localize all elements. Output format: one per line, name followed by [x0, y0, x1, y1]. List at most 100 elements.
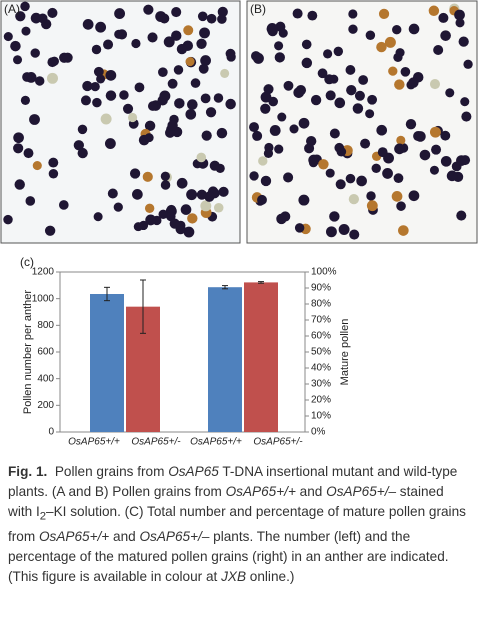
pollen-grain [213, 203, 224, 213]
pollen-grain [46, 72, 58, 84]
pollen-grain [366, 191, 376, 201]
pollen-grain [294, 223, 305, 233]
pollen-grain [167, 120, 178, 131]
pollen-grain [119, 90, 129, 100]
pollen-grain [114, 29, 124, 39]
bar [244, 282, 278, 432]
pollen-grain [358, 75, 369, 85]
pollen-grain [352, 103, 364, 114]
y-tick-label: 400 [37, 373, 54, 384]
pollen-grain [105, 69, 117, 81]
pollen-grain [440, 155, 452, 167]
pollen-grain [59, 52, 70, 63]
pollen-grain [169, 218, 180, 229]
y-axis-label: Pollen number per anther [22, 290, 34, 414]
pollen-grain [325, 90, 336, 101]
pollen-grain [307, 10, 318, 21]
text: and [295, 484, 327, 499]
pollen-grain [360, 138, 371, 149]
pollen-grain [252, 130, 263, 141]
pollen-grain [263, 84, 274, 95]
pollen-grain [21, 26, 31, 36]
pollen-grain [185, 57, 195, 67]
pollen-grain [114, 8, 126, 20]
pollen-grain [405, 118, 417, 130]
pollen-grain [206, 13, 217, 24]
y2-tick-label: 20% [311, 395, 331, 406]
pollen-grain [329, 128, 340, 139]
text: OsAP65+/+ [38, 528, 110, 544]
pollen-grain [274, 144, 284, 154]
pollen-grain [349, 229, 360, 240]
pollen-grain [460, 97, 470, 107]
pollen-grain [346, 84, 357, 96]
pollen-grain [113, 202, 123, 212]
pollen-grain [408, 23, 420, 35]
pollen-grain [20, 95, 30, 105]
pollen-grain [218, 186, 229, 197]
pollen-grain [92, 97, 102, 108]
pollen-grain [396, 135, 406, 145]
y-tick-label: 1000 [32, 293, 55, 304]
y-tick-label: 1200 [32, 267, 55, 278]
pollen-grain [180, 204, 192, 215]
pollen-grain [200, 200, 212, 212]
pollen-grain [217, 6, 228, 17]
pollen-grain [171, 6, 182, 18]
pollen-grain [393, 173, 404, 184]
pollen-grain [134, 82, 145, 93]
pollen-grain [13, 55, 23, 65]
y2-tick-label: 70% [311, 315, 331, 326]
x-tick-label: OsAP65+/+ [68, 437, 120, 448]
pollen-grain [205, 107, 217, 118]
pollen-grain [400, 66, 411, 77]
y2-tick-label: 80% [311, 299, 331, 310]
pollen-grain [107, 188, 118, 199]
pollen-grain [455, 18, 465, 28]
pollen-grain [176, 43, 188, 55]
pollen-grain [454, 9, 465, 21]
text: –KI solution. (C) Total number and perce… [8, 504, 466, 544]
pollen-grain [258, 156, 268, 166]
pollen-grain [376, 124, 388, 136]
pollen-grain [345, 65, 356, 75]
pollen-grain [187, 213, 198, 224]
pollen-grain [155, 11, 167, 23]
pollen-grain [58, 200, 69, 210]
text: OsAP65+/+ [225, 484, 296, 499]
pollen-grain [394, 143, 405, 155]
pollen-grain [289, 124, 299, 134]
pollen-grain [213, 93, 224, 103]
pollen-grain [440, 30, 451, 41]
pollen-grain [144, 120, 156, 131]
pollen-grain [82, 18, 94, 30]
pollen-grain [48, 168, 59, 179]
pollen-grain [377, 147, 388, 158]
pollen-grain [395, 48, 405, 58]
pollen-grain [348, 193, 360, 205]
pollen-grain [158, 209, 168, 220]
text: T-DNA insertional mutant and wild-type p… [8, 464, 458, 499]
pollen-grain [160, 180, 171, 190]
pollen-grain [419, 149, 431, 161]
pollen-grain [131, 38, 141, 49]
pollen-grain [77, 147, 88, 159]
pollen-grain [96, 74, 106, 84]
pollen-grain [298, 117, 310, 129]
pollen-grain [32, 161, 42, 171]
pollen-grain [356, 175, 367, 187]
pollen-grain [301, 39, 312, 50]
y2-tick-label: 30% [311, 379, 331, 390]
pollen-grain [366, 200, 378, 212]
pollen-grain [147, 32, 158, 43]
pollen-grain [143, 4, 154, 15]
pollen-grains [3, 1, 473, 240]
pollen-grain [429, 126, 441, 138]
pollen-grain [277, 112, 287, 122]
pollen-grain [145, 214, 157, 226]
text: stained with I [8, 484, 444, 519]
pollen-grain [73, 140, 84, 151]
pollen-grain [34, 76, 45, 86]
pollen-grain [298, 194, 310, 206]
